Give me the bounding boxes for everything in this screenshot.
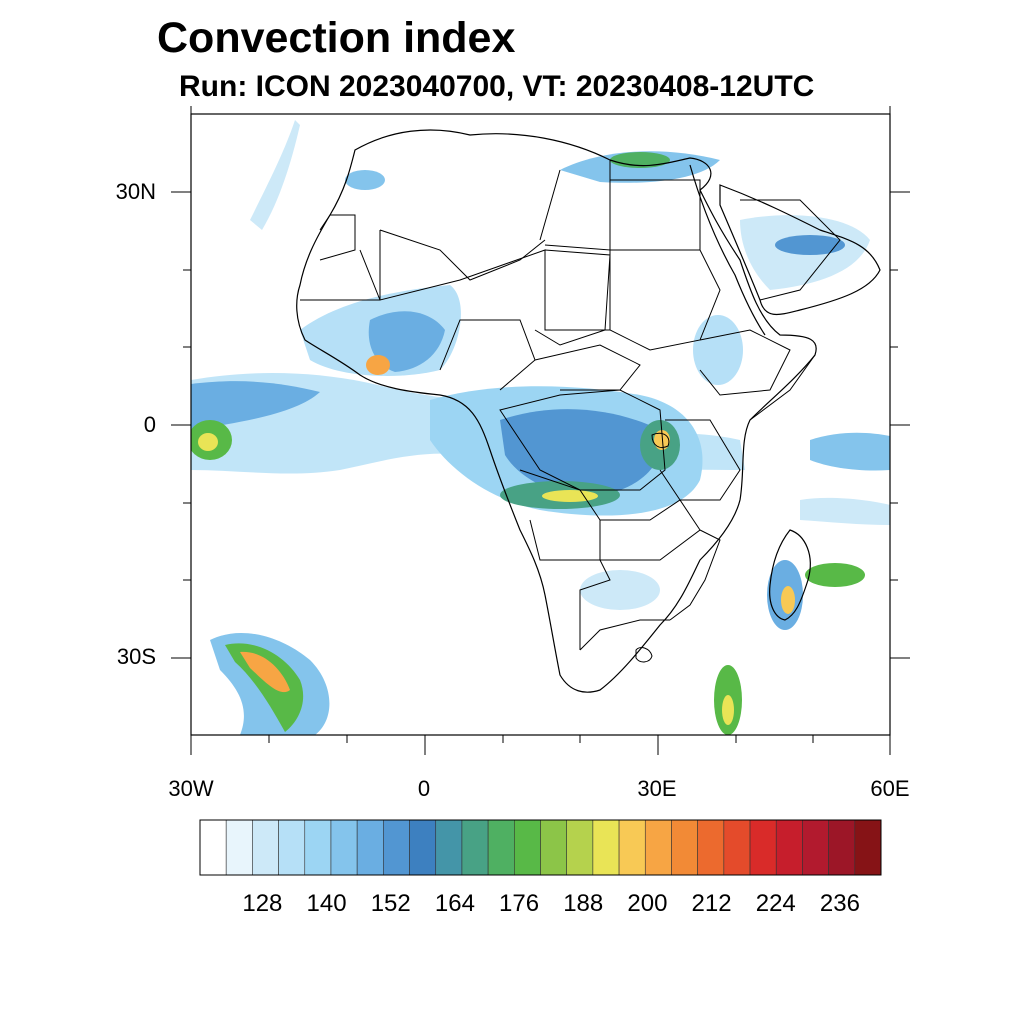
arabia-cell bbox=[775, 235, 845, 255]
indian-ocean-band bbox=[810, 432, 890, 471]
colorbar-label-2: 152 bbox=[370, 890, 411, 917]
colorbar-cell-1 bbox=[225, 819, 253, 876]
colorbar-border bbox=[199, 819, 882, 876]
colorbar-cell-19 bbox=[697, 819, 725, 876]
border-sahel bbox=[300, 249, 610, 331]
west-africa-core bbox=[368, 311, 445, 372]
colorbar-cell-22 bbox=[775, 819, 803, 876]
colorbar-cell-11 bbox=[487, 819, 515, 876]
border-angola bbox=[519, 469, 601, 561]
border-congo bbox=[499, 389, 666, 491]
border-south-africa bbox=[579, 619, 670, 651]
border-lesotho bbox=[635, 647, 653, 663]
colorbar-cell-23 bbox=[802, 819, 829, 876]
colorbar-cell-2 bbox=[252, 819, 279, 876]
colorbar-label-9: 236 bbox=[819, 890, 860, 917]
colorbar-cell-7 bbox=[383, 819, 410, 876]
red-sea-coast bbox=[689, 164, 766, 336]
border-algeria bbox=[379, 229, 546, 281]
colorbar-label-4: 176 bbox=[499, 890, 540, 917]
colorbar-cell-18 bbox=[671, 819, 698, 876]
border-tanzania bbox=[659, 419, 741, 501]
colorbar-label-6: 200 bbox=[627, 890, 668, 917]
border-ethiopia bbox=[699, 329, 791, 396]
lon-label-2: 30E bbox=[637, 776, 677, 801]
colorbar-cell-0 bbox=[199, 819, 227, 876]
border-nigeria bbox=[439, 319, 536, 391]
colorbar-cell-25 bbox=[854, 819, 882, 876]
southeast-africa-band-core bbox=[722, 695, 734, 725]
colorbar-cell-21 bbox=[749, 819, 777, 876]
coastlines bbox=[296, 129, 881, 693]
northwest-atlantic-band bbox=[250, 120, 300, 230]
africa-coastline bbox=[296, 129, 817, 693]
border-west-africa bbox=[319, 214, 356, 261]
colorbar-label-5: 188 bbox=[563, 890, 604, 917]
west-africa-cell bbox=[366, 355, 390, 375]
colorbar-cell-4 bbox=[304, 819, 332, 876]
colorbar bbox=[199, 819, 882, 876]
political-borders bbox=[300, 160, 841, 663]
border-chad bbox=[534, 249, 611, 346]
colorbar-label-7: 212 bbox=[691, 890, 732, 917]
colorbar-cell-10 bbox=[461, 819, 489, 876]
colorbar-cell-14 bbox=[566, 819, 594, 876]
lon-label-0: 30W bbox=[168, 776, 214, 801]
south-atlantic-system-mid bbox=[225, 643, 304, 732]
border-mali bbox=[359, 230, 381, 301]
border-lake-victoria bbox=[651, 432, 670, 449]
lat-label-2: 30S bbox=[116, 644, 156, 670]
convection-field bbox=[191, 120, 890, 735]
colorbar-cell-12 bbox=[514, 819, 541, 876]
colorbar-cell-9 bbox=[435, 819, 463, 876]
lat-label-0: 30N bbox=[115, 178, 156, 204]
colorbar-cell-13 bbox=[540, 819, 567, 876]
border-somalia bbox=[749, 354, 816, 421]
lat-label-1: 0 bbox=[143, 411, 156, 437]
colorbar-cell-16 bbox=[618, 819, 646, 876]
south-atlantic-system-core bbox=[240, 651, 290, 693]
colorbar-cell-3 bbox=[278, 819, 306, 876]
colorbar-label-3: 164 bbox=[434, 890, 475, 917]
congo-core bbox=[500, 409, 662, 496]
page-subtitle: Run: ICON 2023040700, VT: 20230408-12UTC bbox=[179, 70, 815, 103]
colorbar-cell-15 bbox=[592, 819, 620, 876]
axis-ticks bbox=[171, 106, 910, 755]
madagascar-cell-core bbox=[781, 586, 795, 614]
itcz-band-core bbox=[191, 381, 320, 430]
ethiopia-area bbox=[693, 315, 743, 385]
indian-ocean-band-south bbox=[800, 497, 890, 525]
madagascar-coastline bbox=[769, 529, 811, 621]
arabia-coastline bbox=[719, 184, 881, 315]
colorbar-cell-17 bbox=[644, 819, 672, 876]
lon-label-3: 60E bbox=[870, 776, 910, 801]
lon-label-1: 0 bbox=[417, 776, 431, 801]
colorbar-cell-8 bbox=[409, 819, 437, 876]
colorbar-label-1: 140 bbox=[306, 890, 347, 917]
colorbar-cell-5 bbox=[330, 819, 358, 876]
southern-africa-area bbox=[580, 570, 660, 610]
border-car bbox=[534, 344, 641, 391]
east-madagascar-band bbox=[805, 563, 865, 587]
colorbar-label-8: 224 bbox=[755, 890, 796, 917]
angola-band-core bbox=[542, 490, 598, 502]
atlantic-cell-core bbox=[198, 433, 218, 451]
page-title: Convection index bbox=[157, 14, 516, 62]
border-namibia bbox=[540, 559, 611, 650]
border-saudi bbox=[740, 199, 841, 301]
colorbar-label-0: 128 bbox=[242, 890, 283, 917]
border-zambia bbox=[600, 499, 701, 561]
colorbar-cell-20 bbox=[723, 819, 751, 876]
canary-cell bbox=[345, 170, 385, 190]
border-mozambique bbox=[669, 529, 721, 621]
colorbar-cell-24 bbox=[828, 819, 856, 876]
colorbar-cell-6 bbox=[356, 819, 384, 876]
